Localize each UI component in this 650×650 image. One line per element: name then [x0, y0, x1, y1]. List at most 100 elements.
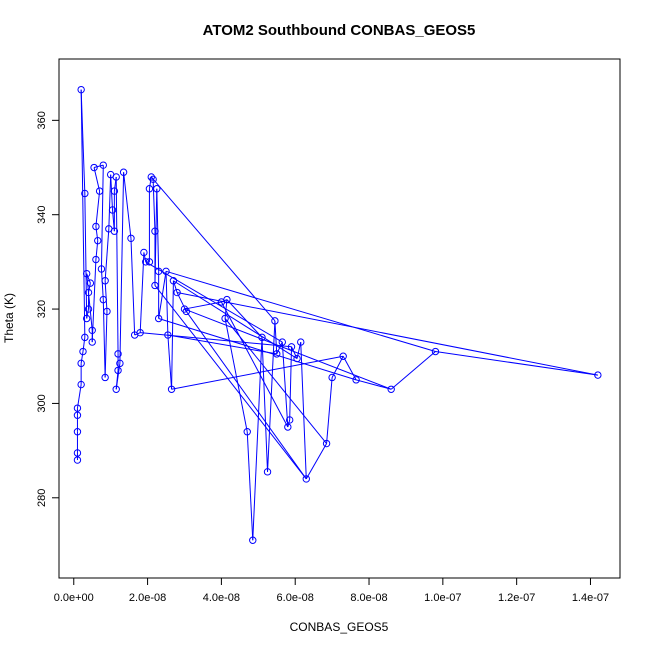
data-point	[92, 255, 100, 264]
series-line-segment	[104, 228, 110, 281]
series-line-segment	[91, 259, 97, 343]
data-point	[284, 423, 292, 431]
data-point	[154, 314, 163, 323]
x-tick-label: 6.0e-08	[277, 592, 314, 604]
series-line-segment	[300, 342, 307, 479]
data-point	[92, 222, 100, 231]
data-point	[73, 411, 82, 419]
data-point	[114, 366, 122, 375]
data-point	[142, 258, 150, 266]
data-point	[95, 187, 104, 195]
series-line-segment	[154, 285, 307, 480]
data-point	[140, 248, 148, 257]
series-line-segment	[326, 377, 333, 444]
y-axis-label: Theta (K)	[2, 293, 16, 343]
series-line-segment	[177, 292, 598, 376]
data-point	[88, 338, 96, 346]
series-line-segment	[281, 342, 289, 428]
data-point	[328, 373, 336, 382]
series-line-segment	[167, 334, 277, 355]
data-point	[73, 449, 82, 457]
series-line-segment	[108, 174, 112, 229]
data-point	[84, 288, 93, 297]
series-line-segment	[115, 176, 119, 354]
data-point	[77, 85, 85, 94]
x-axis: 0.0e+00 2.0e-08 4.0e-08 6.0e-08 8.0e-08 1.0e-…	[54, 577, 609, 604]
data-point	[339, 352, 347, 360]
series-line-segment	[165, 270, 436, 353]
data-point	[594, 371, 602, 379]
data-point	[119, 168, 128, 176]
data-point	[110, 187, 119, 195]
data-point	[103, 307, 111, 316]
data-point	[322, 439, 331, 448]
data-point	[223, 295, 231, 304]
data-point	[162, 267, 170, 276]
data-point	[167, 385, 176, 393]
data-point	[136, 328, 144, 337]
series-line-segment	[76, 384, 82, 409]
series-line-segment	[171, 280, 174, 390]
series-line-segment	[305, 443, 328, 480]
series-line-segment	[143, 252, 147, 262]
series-line-segment	[158, 318, 357, 381]
data-point	[302, 475, 310, 483]
data-point	[77, 380, 85, 389]
data-point	[81, 333, 89, 342]
series-line-segment	[148, 176, 152, 189]
series-line-segment	[80, 89, 86, 338]
data-point	[387, 385, 395, 393]
series-line-segment	[224, 318, 327, 444]
data-point	[114, 350, 122, 358]
series-line-segment	[139, 252, 145, 333]
data-point	[263, 468, 272, 476]
data-point	[173, 288, 181, 297]
data-point	[151, 227, 159, 235]
series-line-segment	[80, 351, 84, 364]
data-point	[271, 317, 279, 325]
series-line-segment	[171, 355, 344, 390]
series-line-segment	[274, 320, 278, 354]
series-line-segment	[84, 193, 88, 319]
data-point	[86, 279, 95, 287]
series-line-segment	[93, 167, 101, 192]
chart-title: ATOM2 Southbound CONBAS_GEOS5	[203, 22, 476, 39]
data-point	[77, 359, 85, 368]
series-line-segment	[184, 308, 392, 390]
data-point	[101, 373, 109, 382]
series-points	[73, 85, 602, 544]
series-line-segment	[93, 164, 104, 169]
x-tick-label: 8.0e-08	[350, 592, 387, 604]
data-point	[88, 326, 96, 334]
data-point	[110, 227, 119, 235]
series-line-segment	[165, 271, 169, 336]
data-point	[249, 536, 257, 544]
series-line-segment	[123, 172, 132, 239]
series-line-segment	[130, 238, 136, 336]
data-point	[151, 281, 159, 290]
series-line-segment	[104, 311, 108, 378]
data-point	[293, 354, 301, 363]
series-line-segment	[172, 280, 178, 293]
data-point	[278, 338, 286, 346]
data-point	[297, 338, 305, 346]
series-line-segment	[86, 308, 90, 319]
series-line-segment	[342, 356, 357, 381]
data-point	[73, 404, 82, 412]
data-point	[112, 173, 120, 181]
data-point	[352, 376, 360, 384]
data-point	[243, 428, 251, 436]
series-line-segment	[390, 351, 436, 390]
series-line-segment	[95, 191, 101, 227]
series-line-segment	[252, 337, 263, 541]
series-lines	[76, 89, 598, 541]
series-line-segment	[82, 337, 86, 352]
data-point	[431, 347, 440, 356]
data-point	[153, 185, 161, 193]
series-line-segment	[104, 280, 108, 312]
data-point	[94, 236, 102, 245]
data-point	[149, 175, 157, 184]
data-point	[116, 359, 124, 368]
series-line-segment	[289, 346, 293, 420]
data-point	[145, 258, 154, 266]
